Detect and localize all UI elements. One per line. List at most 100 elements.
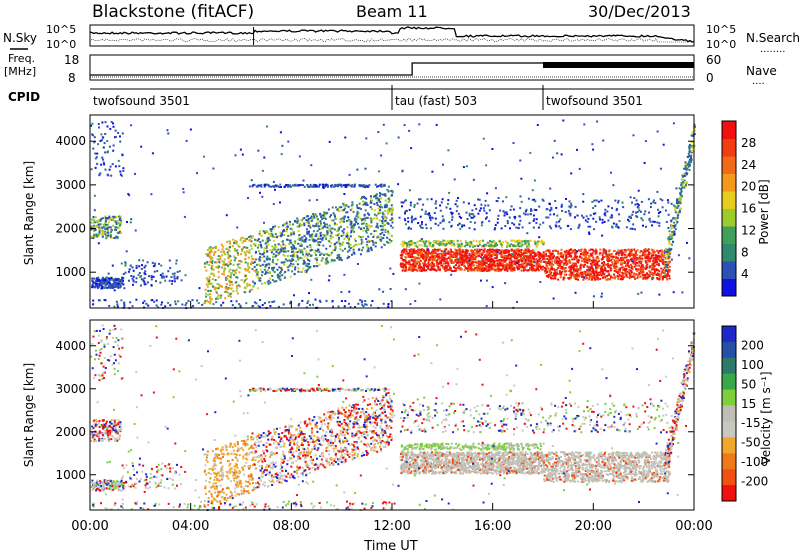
heatmap-cell [423,254,426,257]
heatmap-cell [307,224,310,227]
heatmap-cell [150,276,153,279]
heatmap-cell [519,266,522,269]
heatmap-cell [379,225,382,227]
heatmap-cell [465,256,468,259]
heatmap-cell [533,208,536,211]
heatmap-cell [437,258,440,261]
heatmap-cell [569,270,572,273]
heatmap-cell [153,270,156,273]
heatmap-cell [107,220,110,223]
heatmap-cell [419,259,422,262]
heatmap-cell [250,237,253,240]
heatmap-cell [329,245,332,248]
heatmap-cell [103,142,106,145]
heatmap-cell [322,233,325,236]
heatmap-cell [240,279,243,282]
heatmap-cell [652,201,655,204]
heatmap-cell [634,263,637,266]
heatmap-cell [244,261,247,264]
heatmap-cell [312,224,315,227]
heatmap-cell [229,292,232,295]
heatmap-cell [265,245,268,248]
heatmap-cell [527,213,529,216]
heatmap-cell [297,238,300,241]
heatmap-cell [206,252,209,255]
heatmap-cell [545,253,548,256]
heatmap-cell [658,273,660,276]
heatmap-cell [382,184,385,187]
heatmap-cell [442,227,445,230]
heatmap-cell [235,300,238,303]
heatmap-cell [326,212,329,215]
heatmap-cell [241,241,244,244]
heatmap-cell [591,252,594,255]
heatmap-cell [651,267,654,270]
heatmap-cell [574,252,577,255]
heatmap-cell [475,252,478,255]
heatmap-cell [246,237,249,240]
heatmap-cell [450,261,453,264]
heatmap-cell [626,261,629,264]
heatmap-cell [104,220,107,223]
heatmap-cell [208,282,211,285]
heatmap-cell [496,262,499,265]
heatmap-cell [607,219,610,222]
heatmap-cell [219,296,222,299]
heatmap-cell [435,250,438,253]
heatmap-cell [224,290,227,293]
heatmap-cell [243,281,246,284]
heatmap-cell [437,255,440,258]
heatmap-cell [532,214,535,217]
heatmap-cell [237,266,240,269]
heatmap-cell [353,185,356,188]
heatmap-cell [290,233,293,236]
heatmap-cell [116,285,119,287]
heatmap-cell [270,232,273,235]
heatmap-cell [289,259,292,262]
heatmap-cell [315,234,318,237]
heatmap-cell [293,241,296,244]
heatmap-cell [260,185,263,188]
heatmap-cell [332,305,334,308]
heatmap-cell [263,282,266,285]
heatmap-cell [208,275,211,278]
heatmap-cell [155,280,157,283]
heatmap-cell [98,223,101,226]
heatmap-cell [520,257,523,260]
heatmap-cell [408,226,411,229]
heatmap-cell [306,219,309,222]
heatmap-cell [343,208,345,211]
heatmap-cell [299,222,301,225]
heatmap-cell [208,256,211,259]
heatmap-cell [366,228,369,231]
heatmap-cell [617,201,620,204]
heatmap-cell [160,264,163,267]
heatmap-cell [652,199,655,202]
heatmap-cell [468,242,471,245]
heatmap-cell [428,243,431,246]
heatmap-cell [469,221,472,223]
heatmap-cell [262,230,265,233]
heatmap-cell [530,263,533,266]
heatmap-cell [117,226,120,229]
heatmap-cell [95,235,98,238]
heatmap-cell [98,126,100,129]
heatmap-cell [291,243,294,246]
heatmap-cell [448,265,450,267]
heatmap-cell [549,258,552,261]
heatmap-cell [515,226,518,229]
heatmap-cell [105,283,108,286]
heatmap-cell [596,263,598,266]
heatmap-cell [652,266,654,268]
heatmap-cell [363,184,366,187]
heatmap-cell [368,184,371,187]
heatmap-cell [414,256,416,259]
heatmap-cell [584,277,587,280]
heatmap-cell [351,224,354,227]
heatmap-cell [558,260,561,263]
heatmap-cell [522,269,525,272]
heatmap-cell [117,278,120,281]
heatmap-cell [258,259,261,262]
heatmap-cell [645,267,648,270]
heatmap-cell [627,265,630,267]
